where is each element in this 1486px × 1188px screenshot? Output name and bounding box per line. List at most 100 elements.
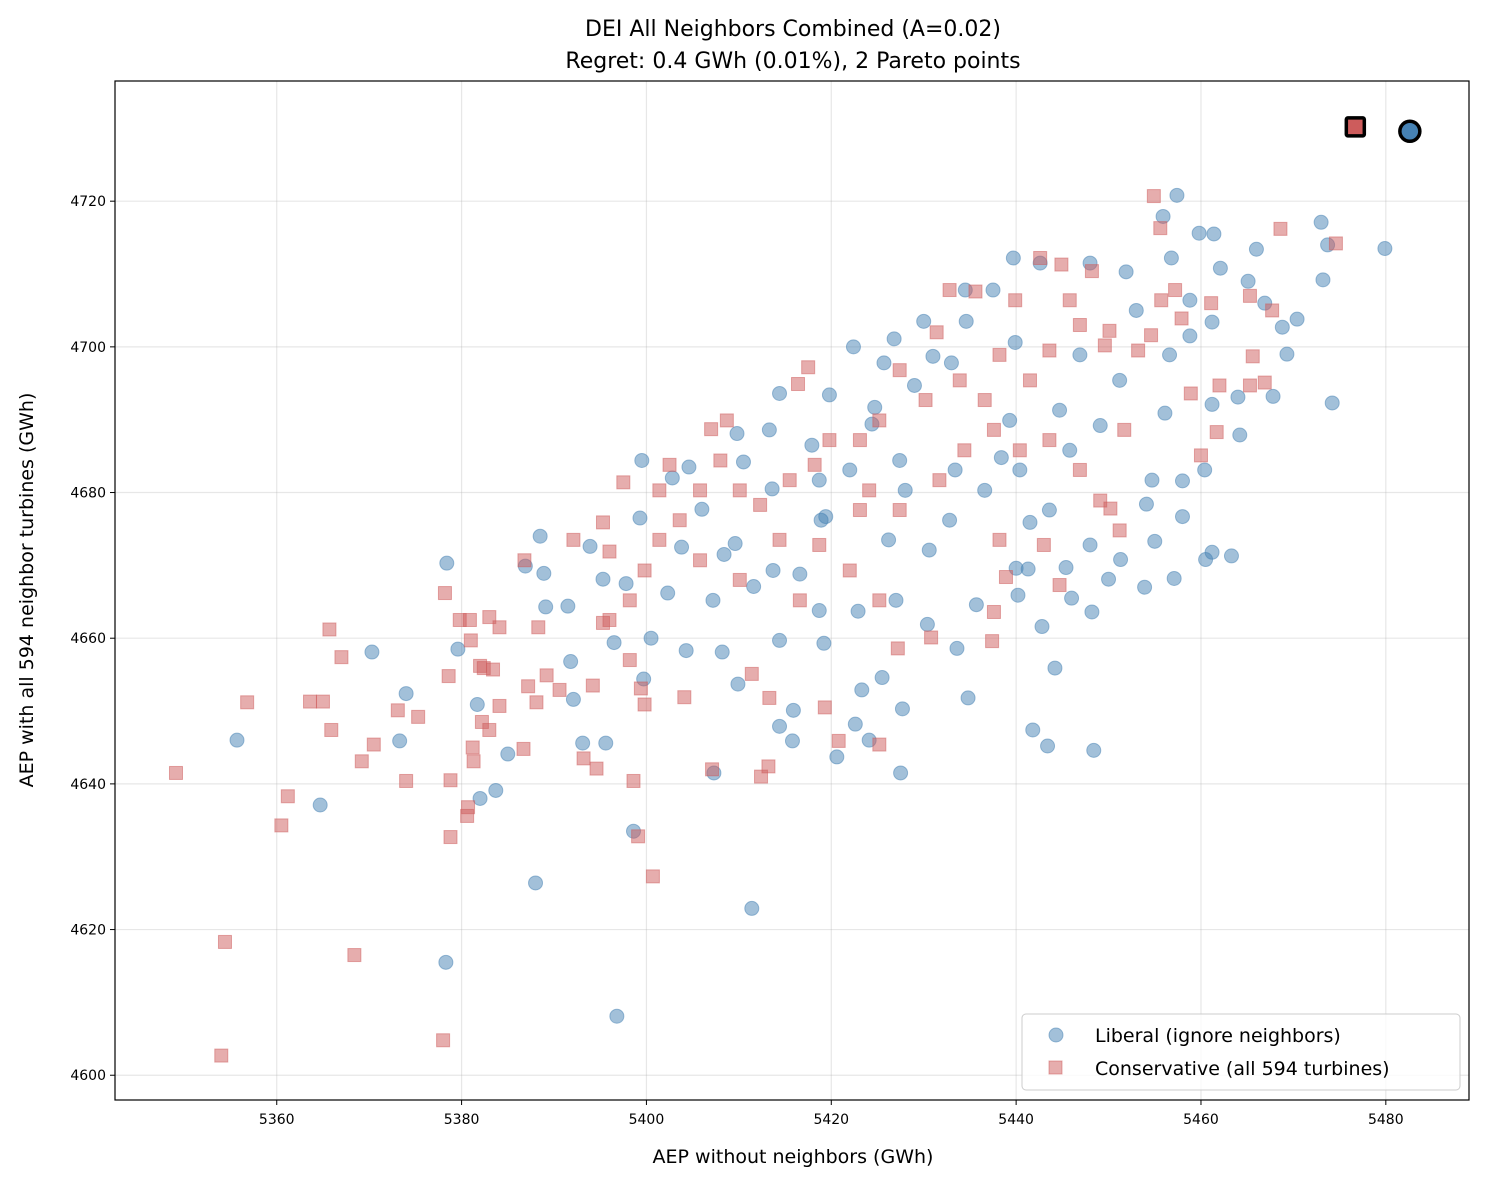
conservative-point: [719, 413, 734, 428]
liberal-point: [664, 470, 680, 486]
conservative-point: [1036, 537, 1051, 552]
liberal-point: [1182, 292, 1198, 308]
liberal-point: [925, 348, 941, 364]
conservative-point: [517, 553, 532, 568]
conservative-point: [589, 761, 604, 776]
conservative-point: [622, 593, 637, 608]
liberal-point: [1002, 412, 1018, 428]
conservative-point: [315, 694, 330, 709]
liberal-point: [894, 701, 910, 717]
conservative-point: [1131, 343, 1146, 358]
conservative-point: [347, 948, 362, 963]
liberal-point: [1212, 260, 1228, 276]
liberal-point: [643, 630, 659, 646]
conservative-point: [704, 422, 719, 437]
conservative-point: [168, 765, 183, 780]
liberal-point: [897, 482, 913, 498]
liberal-point: [888, 592, 904, 608]
liberal-point: [765, 562, 781, 578]
liberal-point: [1034, 619, 1050, 635]
y-tick-label: 4720: [70, 194, 106, 210]
conservative-point: [862, 483, 877, 498]
conservative-point: [1245, 349, 1260, 364]
conservative-point: [1093, 493, 1108, 508]
conservative-point: [462, 612, 477, 627]
liberal-point: [1022, 514, 1038, 530]
liberal-point: [1101, 571, 1117, 587]
conservative-point: [812, 537, 827, 552]
conservative-point: [303, 694, 318, 709]
liberal-point: [1157, 405, 1173, 421]
liberal-point: [1138, 496, 1154, 512]
conservative-point: [622, 653, 637, 668]
conservative-point: [214, 1048, 229, 1063]
liberal-point: [867, 399, 883, 415]
y-tick-label: 4640: [70, 777, 106, 793]
liberal-point: [1147, 533, 1163, 549]
chart-subtitle: Regret: 0.4 GWh (0.01%), 2 Pareto points: [565, 49, 1020, 74]
conservative-point: [463, 633, 478, 648]
conservative-point: [1168, 283, 1183, 298]
liberal-point: [1064, 590, 1080, 606]
liberal-point: [1174, 509, 1190, 525]
liberal-point: [398, 686, 414, 702]
conservative-point: [1072, 462, 1087, 477]
liberal-point: [1315, 272, 1331, 288]
conservative-point: [1117, 422, 1132, 437]
liberal-point: [893, 765, 909, 781]
liberal-point: [1248, 241, 1264, 257]
liberal-point: [1240, 273, 1256, 289]
liberal-point: [960, 690, 976, 706]
conservative-point: [465, 740, 480, 755]
conservative-point: [957, 443, 972, 458]
liberal-point: [792, 566, 808, 582]
y-tick-label: 4600: [70, 1068, 106, 1084]
liberal-point: [943, 355, 959, 371]
conservative-point: [633, 681, 648, 696]
conservative-point: [753, 497, 768, 512]
conservative-point: [977, 393, 992, 408]
liberal-point: [735, 454, 751, 470]
conservative-point: [1328, 236, 1343, 251]
conservative-point: [918, 393, 933, 408]
liberal-point: [1062, 442, 1078, 458]
y-tick-label: 4620: [70, 923, 106, 939]
conservative-point: [872, 737, 887, 752]
liberal-point: [816, 635, 832, 651]
liberal-point: [916, 313, 932, 329]
conservative-point: [595, 515, 610, 530]
liberal-point: [1313, 214, 1329, 230]
conservative-point: [892, 503, 907, 518]
liberal-point: [727, 536, 743, 552]
liberal-point: [811, 472, 827, 488]
conservative-pareto-point: [1344, 116, 1367, 138]
conservative-point: [791, 377, 806, 392]
conservative-point: [1112, 523, 1127, 538]
legend-marker-liberal: [1048, 1027, 1064, 1043]
liberal-point: [532, 528, 548, 544]
y-tick-label: 4680: [70, 486, 106, 502]
liberal-point: [469, 696, 485, 712]
conservative-point: [436, 1033, 451, 1048]
conservative-point: [1144, 328, 1159, 343]
liberal-point: [1204, 396, 1220, 412]
liberal-point: [1084, 604, 1100, 620]
liberal-point: [536, 565, 552, 581]
conservative-point: [986, 604, 1001, 619]
liberal-point: [1007, 334, 1023, 350]
conservative-point: [986, 422, 1001, 437]
y-axis-label: AEP with all 594 neighbor turbines (GWh): [16, 393, 38, 788]
liberal-point: [694, 501, 710, 517]
liberal-point: [1082, 537, 1098, 553]
conservative-point: [322, 622, 337, 637]
legend-marker-conservative: [1048, 1060, 1063, 1075]
liberal-point: [598, 735, 614, 751]
liberal-point: [729, 426, 745, 442]
liberal-point: [772, 632, 788, 648]
liberal-point: [565, 691, 581, 707]
conservative-point: [354, 754, 369, 769]
liberal-point: [906, 377, 922, 393]
liberal-point: [886, 331, 902, 347]
conservative-point: [1042, 433, 1057, 448]
liberal-point: [618, 576, 634, 592]
